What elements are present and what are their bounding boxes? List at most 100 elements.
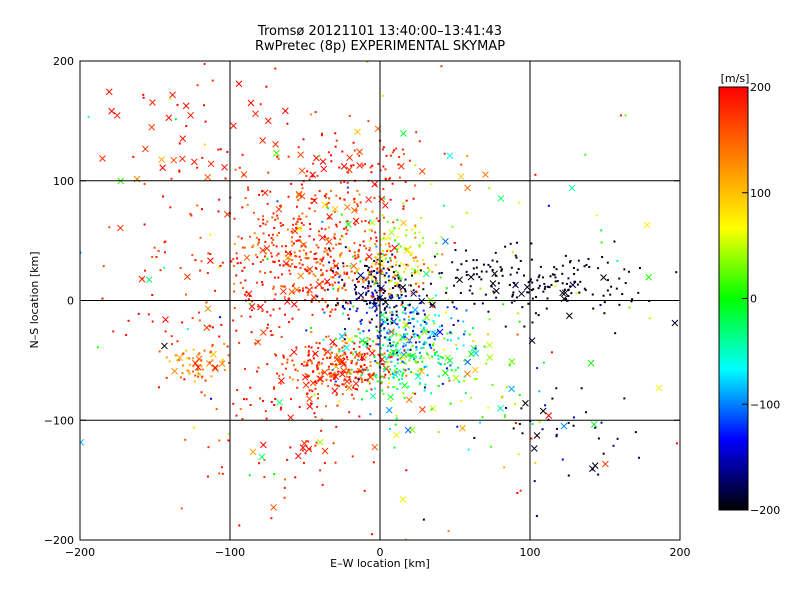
- scatter-point-dot: [389, 342, 392, 345]
- scatter-point-dot: [366, 336, 369, 339]
- scatter-point-dot: [290, 240, 293, 243]
- scatter-point-dot: [292, 242, 295, 245]
- scatter-point-dot: [375, 279, 378, 282]
- scatter-point-dot: [523, 274, 526, 277]
- scatter-point-cross: [182, 102, 190, 110]
- scatter-point-cross: [320, 165, 328, 173]
- scatter-point-dot: [369, 285, 372, 288]
- scatter-point-dot: [277, 231, 280, 234]
- scatter-point-dot: [209, 233, 212, 236]
- scatter-point-dot: [555, 435, 558, 438]
- scatter-point-dot: [369, 166, 372, 169]
- scatter-point-dot: [302, 449, 305, 452]
- scatter-point-dot: [513, 281, 516, 284]
- scatter-point-dot: [376, 271, 379, 274]
- scatter-point-cross: [530, 445, 538, 452]
- scatter-point-cross: [245, 290, 253, 298]
- scatter-point-dot: [354, 257, 357, 260]
- scatter-point-dot: [256, 340, 259, 343]
- scatter-point-cross: [343, 203, 351, 211]
- scatter-point-dot: [203, 394, 206, 397]
- scatter-point-dot: [375, 217, 378, 220]
- scatter-point-dot: [398, 278, 401, 281]
- scatter-point-dot: [298, 215, 301, 218]
- scatter-point-dot: [304, 373, 307, 376]
- scatter-point-dot: [389, 154, 392, 157]
- scatter-point-dot: [417, 285, 420, 288]
- scatter-point-dot: [248, 235, 251, 238]
- scatter-point-dot: [393, 149, 396, 152]
- scatter-point-dot: [631, 298, 634, 301]
- scatter-point-dot: [333, 233, 336, 236]
- scatter-point-dot: [370, 318, 373, 321]
- scatter-point-dot: [429, 336, 432, 339]
- scatter-point-dot: [433, 354, 436, 357]
- scatter-point-dot: [382, 267, 385, 270]
- scatter-point-dot: [398, 227, 401, 230]
- scatter-point-dot: [184, 438, 187, 441]
- scatter-point-dot: [334, 363, 337, 366]
- scatter-point-dot: [369, 239, 372, 242]
- scatter-point-dot: [287, 298, 290, 301]
- scatter-point-dot: [315, 244, 318, 247]
- scatter-point-dot: [342, 262, 345, 265]
- scatter-point-dot: [453, 370, 456, 373]
- scatter-point-dot: [423, 365, 426, 368]
- scatter-point-dot: [332, 276, 335, 279]
- scatter-point-dot: [531, 422, 534, 425]
- scatter-point-dot: [305, 215, 308, 218]
- scatter-point-dot: [395, 314, 398, 317]
- scatter-point-dot: [427, 353, 430, 356]
- scatter-point-dot: [206, 272, 209, 275]
- scatter-point-dot: [380, 269, 383, 272]
- scatter-point-dot: [235, 329, 238, 332]
- scatter-point-dot: [181, 364, 184, 367]
- scatter-point-dot: [487, 310, 490, 313]
- scatter-point-dot: [322, 338, 325, 341]
- scatter-point-dot: [220, 323, 223, 326]
- scatter-point-dot: [388, 280, 391, 283]
- scatter-point-dot: [542, 361, 545, 364]
- scatter-point-dot: [396, 351, 399, 354]
- scatter-point-dot: [210, 375, 213, 378]
- scatter-point-dot: [350, 164, 353, 167]
- scatter-point-dot: [315, 341, 318, 344]
- scatter-point-dot: [402, 205, 405, 208]
- scatter-point-dot: [410, 292, 413, 295]
- scatter-point-dot: [320, 269, 323, 272]
- scatter-point-dot: [319, 283, 322, 286]
- scatter-point-dot: [462, 380, 465, 383]
- scatter-point-dot: [379, 311, 382, 314]
- scatter-point-dot: [151, 256, 154, 259]
- scatter-point-dot: [544, 404, 547, 407]
- scatter-point-dot: [325, 193, 328, 196]
- scatter-point-dot: [233, 307, 236, 310]
- scatter-point-dot: [165, 376, 168, 379]
- scatter-point-cross: [311, 197, 318, 205]
- scatter-point-cross: [533, 432, 541, 439]
- scatter-point-dot: [343, 227, 346, 230]
- scatter-point-dot: [395, 147, 398, 150]
- scatter-point-dot: [385, 154, 388, 157]
- scatter-point-dot: [258, 462, 261, 465]
- scatter-point-dot: [376, 380, 379, 383]
- scatter-point-dot: [306, 364, 309, 367]
- scatter-point-dot: [310, 360, 313, 363]
- scatter-point-dot: [357, 359, 360, 362]
- scatter-point-dot: [375, 343, 378, 346]
- scatter-point-dot: [266, 326, 269, 329]
- scatter-point-dot: [385, 253, 388, 256]
- scatter-point-cross: [446, 357, 454, 364]
- scatter-point-dot: [259, 225, 262, 228]
- scatter-point-dot: [327, 368, 330, 371]
- scatter-point-dot: [422, 328, 425, 331]
- scatter-point-cross: [446, 152, 454, 160]
- scatter-point-dot: [315, 252, 318, 255]
- scatter-point-dot: [423, 313, 426, 316]
- scatter-point-dot: [323, 250, 326, 253]
- scatter-point-dot: [363, 264, 366, 267]
- scatter-point-dot: [305, 174, 308, 177]
- scatter-point-dot: [360, 220, 363, 223]
- scatter-point-dot: [391, 182, 394, 185]
- scatter-point-dot: [348, 372, 351, 375]
